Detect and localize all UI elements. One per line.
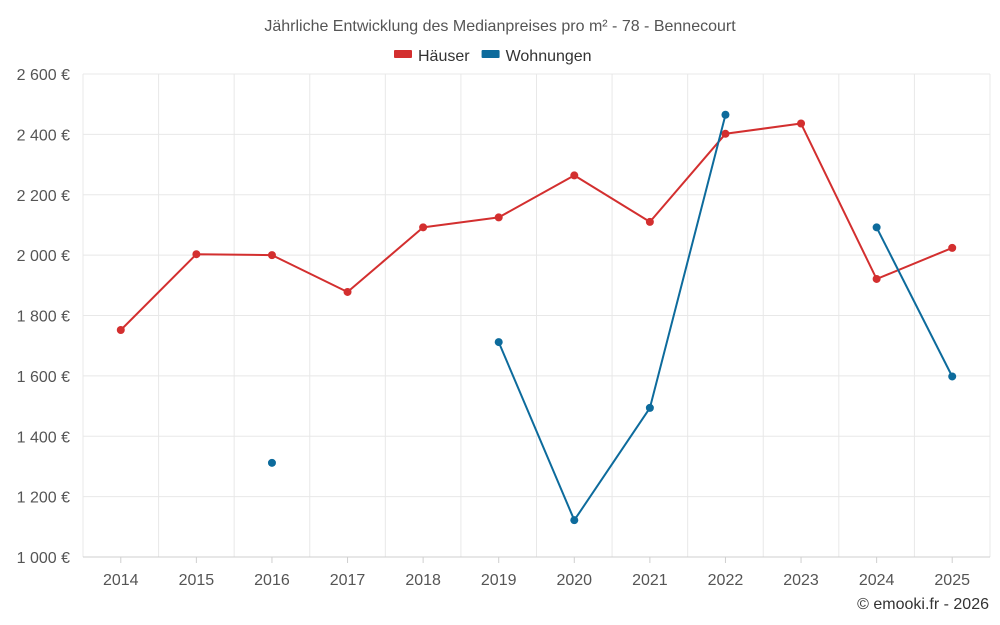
y-tick-label: 1 400 €	[17, 429, 70, 446]
data-point-h-user	[645, 217, 654, 226]
y-tick-label: 1 800 €	[17, 309, 70, 326]
data-point-wohnungen	[872, 223, 881, 232]
data-point-h-user	[267, 251, 276, 260]
x-tick-label: 2019	[481, 572, 517, 589]
data-point-wohnungen	[267, 458, 276, 467]
legend-swatch-wohnungen	[481, 50, 500, 58]
legend: Häuser Wohnungen	[394, 48, 592, 65]
axes: 1 000 € 1 200 € 1 400 € 1 600 € 1 800 € 2 000…	[17, 67, 990, 589]
x-tick-label: 2023	[783, 572, 819, 589]
data-point-h-user	[419, 223, 428, 232]
data-point-h-user	[192, 250, 201, 259]
data-point-wohnungen	[570, 516, 579, 525]
chart-title: Jährliche Entwicklung des Medianpreises …	[264, 18, 736, 35]
data-point-h-user	[797, 119, 806, 128]
x-tick-label: 2022	[708, 572, 744, 589]
data-point-wohnungen	[645, 403, 654, 412]
credit-text: © emooki.fr - 2026	[857, 596, 989, 613]
y-tick-label: 1 200 €	[17, 490, 70, 507]
x-tick-label: 2017	[330, 572, 366, 589]
series-line-wohnungen	[875, 226, 954, 377]
x-tick-label: 2024	[859, 572, 895, 589]
data-point-h-user	[494, 213, 503, 222]
x-tick-label: 2020	[556, 572, 592, 589]
y-tick-label: 1 600 €	[17, 369, 70, 386]
legend-label-h-user: Häuser	[418, 48, 470, 65]
legend-label-wohnungen: Wohnungen	[506, 48, 592, 65]
legend-swatch-h-user	[394, 50, 412, 58]
y-tick-label: 2 200 €	[17, 188, 70, 205]
series-line-wohnungen	[497, 114, 727, 522]
data-point-wohnungen	[721, 110, 730, 119]
x-tick-label: 2014	[103, 572, 139, 589]
data-point-h-user	[116, 325, 125, 334]
y-tick-label: 1 000 €	[17, 550, 70, 567]
data-point-wohnungen	[494, 338, 503, 347]
y-tick-label: 2 000 €	[17, 248, 70, 265]
x-tick-label: 2016	[254, 572, 290, 589]
data-point-h-user	[948, 243, 957, 252]
y-tick-label: 2 400 €	[17, 127, 70, 144]
x-tick-label: 2021	[632, 572, 668, 589]
data-point-h-user	[343, 287, 352, 296]
x-tick-label: 2018	[405, 572, 441, 589]
series-line-h-user	[120, 122, 953, 331]
data-point-h-user	[872, 274, 881, 283]
series	[116, 110, 957, 525]
x-tick-label: 2025	[934, 572, 970, 589]
data-point-h-user	[721, 129, 730, 138]
x-tick-label: 2015	[179, 572, 215, 589]
data-point-h-user	[570, 171, 579, 180]
data-point-wohnungen	[948, 372, 957, 381]
y-tick-label: 2 600 €	[17, 67, 70, 84]
grid	[82, 73, 991, 558]
